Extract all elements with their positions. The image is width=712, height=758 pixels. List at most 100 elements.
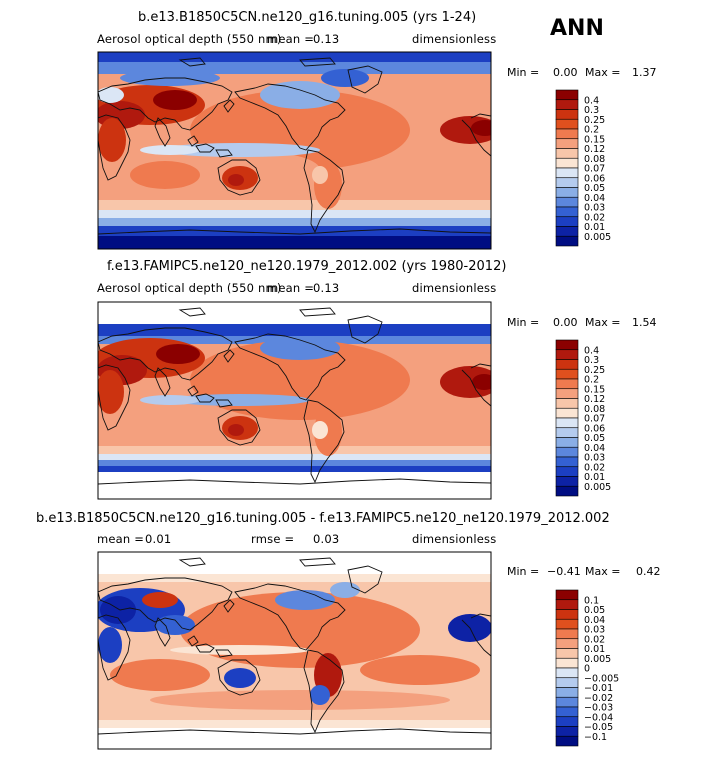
- colorbars: 0.40.30.250.20.150.120.080.070.060.050.0…: [555, 89, 619, 747]
- colorbar-3-label: 0.1: [584, 595, 599, 606]
- colorbar-2-label: 0.07: [584, 414, 605, 425]
- colorbar-2-label: 0.005: [584, 482, 611, 493]
- panel-1-min-value: 0.00: [553, 66, 578, 79]
- colorbar-3-label: −0.04: [584, 712, 613, 723]
- colorbar-2-box: [555, 388, 579, 399]
- colorbar-3-label: −0.03: [584, 703, 613, 714]
- colorbar-1-label: 0.3: [584, 105, 599, 116]
- colorbar-2-box: [555, 407, 579, 419]
- panel-2-title: f.e13.FAMIPC5.ne120_ne120.1979_2012.002 …: [107, 259, 507, 274]
- colorbar-3-label: 0.005: [584, 654, 611, 665]
- colorbar-3-label: 0.04: [584, 615, 605, 626]
- colorbar-1-label: 0.25: [584, 115, 605, 126]
- panel-1-units: dimensionless: [412, 32, 497, 46]
- colorbar-2-box: [555, 417, 579, 429]
- panel-3-min-label: Min =: [507, 565, 540, 578]
- panel-2-mean-label: mean =: [267, 281, 315, 295]
- panel-2-mean-value: 0.13: [313, 281, 340, 295]
- colorbar-1-label: 0.02: [584, 212, 605, 223]
- colorbar-3-box: [555, 657, 579, 669]
- colorbar-3-box: [555, 638, 579, 649]
- colorbar-2-box: [555, 349, 579, 360]
- map-1-frame: [97, 51, 492, 250]
- panel-2-min-value: 0.00: [553, 316, 578, 329]
- colorbar-2-box: [555, 466, 579, 477]
- panel-2-max-value: 1.54: [632, 316, 657, 329]
- colorbar-1-label: 0.05: [584, 183, 605, 194]
- colorbar-1-label: 0.01: [584, 222, 605, 233]
- colorbar-1-box: [555, 118, 579, 130]
- colorbar-2-label: 0.12: [584, 394, 605, 405]
- colorbar-1-box: [555, 167, 579, 179]
- colorbar-1-box: [555, 177, 579, 188]
- colorbar-1-label: 0.07: [584, 164, 605, 175]
- colorbar-1-label: 0.06: [584, 173, 605, 184]
- colorbar-3-label: −0.05: [584, 722, 613, 733]
- colorbar-3-box: [555, 648, 579, 659]
- panel-3-max-label: Max =: [585, 565, 621, 578]
- colorbar-3-box: [555, 716, 579, 727]
- colorbar-1-label: 0.4: [584, 95, 599, 106]
- colorbar-3-box: [555, 667, 579, 679]
- colorbar-3-box: [555, 628, 579, 640]
- colorbar-2-label: 0.25: [584, 365, 605, 376]
- colorbar-3-label: 0: [584, 664, 590, 675]
- colorbar-1-label: 0.2: [584, 125, 599, 136]
- panel-2-min-label: Min =: [507, 316, 540, 329]
- colorbar-3-label: 0.05: [584, 605, 605, 616]
- panel-3-mean-value: 0.01: [145, 532, 172, 546]
- colorbar-3-box: [555, 726, 579, 737]
- colorbar-2: 0.40.30.250.20.150.120.080.070.060.050.0…: [555, 339, 611, 497]
- colorbar-3-box: [555, 696, 579, 708]
- colorbar-3-box: [555, 599, 579, 610]
- panel-2-variable: Aerosol optical depth (550 nm): [97, 281, 282, 295]
- panel-1-max-label: Max =: [585, 66, 621, 79]
- panel-1-min-label: Min =: [507, 66, 540, 79]
- colorbar-1-box: [555, 148, 579, 159]
- colorbar-1-box: [555, 157, 579, 169]
- colorbar-2-box: [555, 378, 579, 390]
- colorbar-1-box: [555, 216, 579, 227]
- map-3: [97, 551, 492, 750]
- colorbar-2-box: [555, 446, 579, 458]
- colorbar-3-label: 0.03: [584, 625, 605, 636]
- panel-1-mean-value: 0.13: [313, 32, 340, 46]
- colorbar-3-label: 0.01: [584, 644, 605, 655]
- colorbar-2-label: 0.08: [584, 404, 605, 415]
- colorbar-1-box: [555, 226, 579, 237]
- colorbar-1-label: 0.04: [584, 193, 605, 204]
- colorbar-2-box: [555, 398, 579, 409]
- panel-1-variable: Aerosol optical depth (550 nm): [97, 32, 282, 46]
- colorbar-2-box: [555, 456, 579, 468]
- colorbar-2-box: [555, 359, 579, 370]
- colorbar-3-label: −0.005: [584, 673, 619, 684]
- colorbar-2-box: [555, 485, 579, 497]
- panel-3-title: b.e13.B1850C5CN.ne120_g16.tuning.005 - f…: [36, 511, 610, 526]
- panel-3-max-value: 0.42: [636, 565, 661, 578]
- colorbar-1-box: [555, 128, 579, 140]
- colorbar-3-box: [555, 618, 579, 630]
- colorbar-1-label: 0.03: [584, 203, 605, 214]
- colorbar-3-box: [555, 677, 579, 688]
- colorbar-1-box: [555, 138, 579, 149]
- map-1: [98, 52, 491, 249]
- colorbar-1-box: [555, 206, 579, 218]
- colorbar-2-box: [555, 368, 579, 380]
- colorbar-2-label: 0.05: [584, 433, 605, 444]
- colorbar-3-box: [555, 609, 579, 620]
- panel-3-units: dimensionless: [412, 532, 497, 546]
- panel-1-max-value: 1.37: [632, 66, 657, 79]
- colorbar-2-label: 0.04: [584, 443, 605, 454]
- panel-2-max-label: Max =: [585, 316, 621, 329]
- colorbar-2-box: [555, 427, 579, 438]
- colorbar-1: 0.40.30.250.20.150.120.080.070.060.050.0…: [555, 89, 611, 247]
- colorbar-2-label: 0.3: [584, 355, 599, 366]
- panel-3-mean-label: mean =: [97, 532, 145, 546]
- panel-1-title: b.e13.B1850C5CN.ne120_g16.tuning.005 (yr…: [138, 10, 477, 25]
- colorbar-3-label: −0.01: [584, 683, 613, 694]
- panel-3-min-value: −0.41: [547, 565, 581, 578]
- colorbar-3-box: [555, 735, 579, 747]
- colorbar-2-label: 0.01: [584, 472, 605, 483]
- panel-1-mean-label: mean =: [267, 32, 315, 46]
